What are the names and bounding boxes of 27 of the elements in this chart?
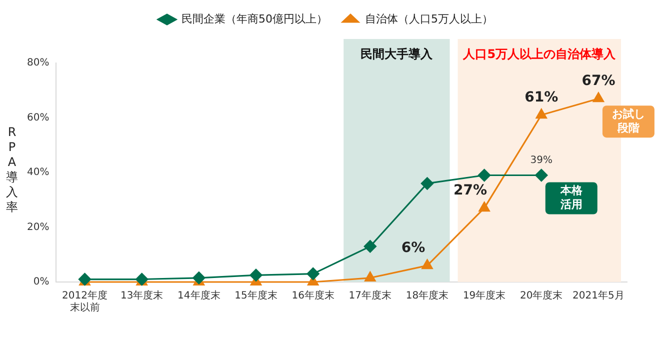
data-label: 67% [582, 73, 616, 90]
legend-label: 民間企業（年商50億円以上） [182, 12, 328, 26]
y-tick-label: 20% [26, 222, 50, 233]
x-tick-label: 14年度末 [178, 290, 220, 302]
x-tick-label: 20年度末 [520, 290, 563, 302]
x-tick-label: 18年度末 [406, 290, 449, 302]
data-label: 27% [454, 182, 488, 199]
data-label: 61% [524, 90, 558, 106]
x-tick-label: 16年度末 [292, 290, 334, 302]
x-tick-label: 17年度末 [348, 290, 392, 302]
x-tick-label: 19年度末 [462, 290, 506, 302]
y-axis-title: RPA導入率 [5, 125, 19, 215]
band-label: 民間大手導入 [360, 47, 434, 62]
y-tick-label: 80% [26, 58, 50, 69]
x-tick-label: 15年度末 [234, 290, 278, 302]
data-label: 39% [530, 154, 552, 166]
data-label: 6% [401, 240, 426, 256]
x-tick-label: 13年度末 [120, 290, 164, 302]
annotation: 本格活用 [559, 184, 584, 212]
legend-label: 自治体（人口5万人以上） [365, 12, 493, 26]
y-tick-label: 40% [26, 167, 50, 178]
band-label: 人口5万人以上の自治体導入 [462, 47, 617, 62]
y-tick-label: 60% [26, 112, 50, 124]
annotation: お試し段階 [612, 107, 645, 134]
x-tick-label: 2012年度末以前 [62, 290, 108, 314]
y-tick-label: 0% [33, 276, 50, 288]
x-tick-label: 2021年5月 [572, 290, 624, 302]
